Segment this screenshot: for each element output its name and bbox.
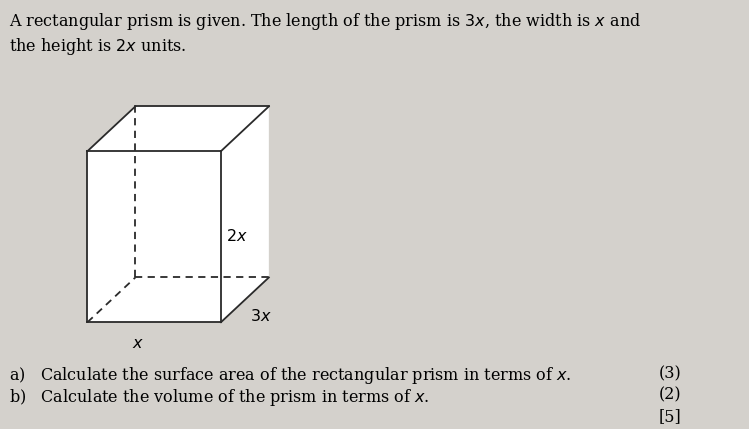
- Text: (2): (2): [658, 387, 682, 404]
- Text: the height is $2x$ units.: the height is $2x$ units.: [9, 36, 187, 57]
- Text: [5]: [5]: [658, 408, 682, 425]
- Text: $x$: $x$: [132, 335, 144, 352]
- Polygon shape: [221, 106, 269, 322]
- Text: b)   Calculate the volume of the prism in terms of $x$.: b) Calculate the volume of the prism in …: [9, 387, 429, 408]
- Text: $3x$: $3x$: [250, 308, 272, 325]
- Polygon shape: [88, 106, 269, 151]
- Text: A rectangular prism is given. The length of the prism is $3x$, the width is $x$ : A rectangular prism is given. The length…: [9, 11, 641, 32]
- Text: $2x$: $2x$: [226, 228, 248, 245]
- Text: a)   Calculate the surface area of the rectangular prism in terms of $x$.: a) Calculate the surface area of the rec…: [9, 365, 571, 386]
- Text: (3): (3): [658, 365, 682, 382]
- Polygon shape: [88, 151, 221, 322]
